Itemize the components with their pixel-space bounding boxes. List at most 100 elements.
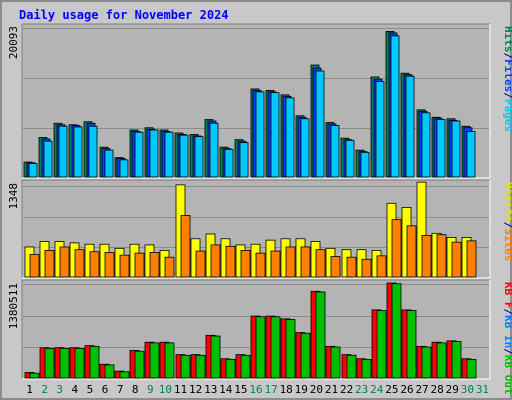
legend-entry: Files xyxy=(502,59,512,92)
bar-sites-day-18 xyxy=(285,246,296,278)
y-max-label-visits-sites: 1348 xyxy=(7,183,20,210)
bar-kb-out-day-29 xyxy=(451,341,462,379)
bar-pages-day-24 xyxy=(375,81,385,178)
bar-sites-day-11 xyxy=(180,215,191,278)
x-tick-day-9: 9 xyxy=(147,383,154,396)
x-tick-day-30: 30 xyxy=(461,383,474,396)
x-tick-day-23: 23 xyxy=(355,383,368,396)
bar-pages-day-11 xyxy=(179,134,189,178)
legend-entry: / xyxy=(502,92,512,99)
bar-sites-day-21 xyxy=(330,256,341,278)
x-tick-day-17: 17 xyxy=(264,383,277,396)
bar-kb-out-day-22 xyxy=(346,354,357,379)
legend-entry: Pages xyxy=(502,99,512,132)
bar-sites-day-17 xyxy=(270,250,281,278)
bar-sites-day-5 xyxy=(89,251,100,278)
x-tick-day-20: 20 xyxy=(310,383,323,396)
bar-kb-out-day-23 xyxy=(361,359,372,379)
bar-pages-day-3 xyxy=(58,125,68,178)
bar-pages-day-4 xyxy=(73,126,83,178)
bar-sites-day-10 xyxy=(164,256,175,278)
bar-pages-day-17 xyxy=(270,92,280,178)
bar-pages-day-8 xyxy=(134,131,144,178)
bar-visits-day-27 xyxy=(416,181,427,278)
chart-title: Daily usage for November 2024 xyxy=(19,8,229,22)
bar-pages-day-5 xyxy=(88,125,98,178)
bar-pages-day-7 xyxy=(119,159,129,178)
bar-sites-day-20 xyxy=(315,249,326,278)
bar-kb-out-day-27 xyxy=(421,346,432,379)
bar-kb-out-day-15 xyxy=(240,354,251,379)
x-tick-day-7: 7 xyxy=(117,383,124,396)
bar-pages-day-26 xyxy=(405,75,415,178)
bar-sites-day-26 xyxy=(406,225,417,278)
x-tick-day-28: 28 xyxy=(431,383,444,396)
bar-sites-day-7 xyxy=(119,254,130,278)
legend-entry: / xyxy=(502,53,512,60)
bar-pages-day-18 xyxy=(285,97,295,178)
bar-sites-day-12 xyxy=(195,250,206,278)
bar-sites-day-24 xyxy=(376,255,387,278)
bar-kb-out-day-24 xyxy=(376,310,387,379)
bar-sites-day-29 xyxy=(451,241,462,278)
x-tick-day-4: 4 xyxy=(72,383,79,396)
x-tick-day-16: 16 xyxy=(249,383,262,396)
legend-visits-sites: Visits/Sites xyxy=(502,182,512,262)
bar-sites-day-14 xyxy=(225,245,236,278)
legend-entry: KB F xyxy=(502,282,512,309)
bar-pages-day-28 xyxy=(436,119,446,178)
bar-pages-day-25 xyxy=(390,35,400,178)
bar-kb-out-day-25 xyxy=(391,283,402,379)
bar-sites-day-1 xyxy=(29,254,40,278)
x-tick-day-18: 18 xyxy=(280,383,293,396)
bar-pages-day-16 xyxy=(255,91,265,178)
bar-kb-out-day-6 xyxy=(104,364,115,379)
bar-kb-out-day-1 xyxy=(29,372,40,379)
x-tick-day-25: 25 xyxy=(385,383,398,396)
x-tick-day-22: 22 xyxy=(340,383,353,396)
bar-sites-day-8 xyxy=(134,252,145,278)
bar-kb-out-day-28 xyxy=(436,342,447,379)
x-tick-day-12: 12 xyxy=(189,383,202,396)
bar-pages-day-13 xyxy=(209,122,219,178)
bar-sites-day-9 xyxy=(149,252,160,278)
x-tick-day-29: 29 xyxy=(446,383,459,396)
legend-entry: / xyxy=(502,222,512,229)
bar-pages-day-29 xyxy=(451,120,461,178)
x-tick-day-10: 10 xyxy=(159,383,172,396)
bar-pages-day-19 xyxy=(300,118,310,178)
legend-entry: KB Out xyxy=(502,355,512,395)
bar-sites-day-4 xyxy=(74,249,85,278)
x-tick-day-21: 21 xyxy=(325,383,338,396)
legend-entry: Visits xyxy=(502,182,512,222)
bar-kb-out-day-16 xyxy=(255,316,266,379)
bar-kb-out-day-7 xyxy=(119,371,130,379)
bar-sites-day-28 xyxy=(436,234,447,278)
y-max-label-kbytes: 1380511 xyxy=(7,283,20,329)
x-tick-day-15: 15 xyxy=(234,383,247,396)
bar-kb-out-day-2 xyxy=(44,348,55,379)
bar-sites-day-13 xyxy=(210,244,221,278)
bar-pages-day-2 xyxy=(43,140,53,178)
legend-entry: KB In xyxy=(502,315,512,348)
bar-kb-out-day-3 xyxy=(59,348,70,379)
bar-pages-day-27 xyxy=(421,112,431,178)
bar-sites-day-27 xyxy=(421,234,432,278)
bar-sites-day-23 xyxy=(361,258,372,278)
x-tick-day-27: 27 xyxy=(415,383,428,396)
bar-pages-day-21 xyxy=(330,125,340,178)
x-tick-day-13: 13 xyxy=(204,383,217,396)
bar-sites-day-2 xyxy=(44,249,55,278)
bar-kb-out-day-13 xyxy=(210,335,221,379)
x-tick-day-6: 6 xyxy=(102,383,109,396)
bar-kb-out-day-21 xyxy=(330,346,341,379)
x-tick-day-31: 31 xyxy=(476,383,489,396)
x-tick-day-11: 11 xyxy=(174,383,187,396)
legend-hits-files-pages: Hits/Files/Pages xyxy=(502,26,512,132)
x-tick-day-8: 8 xyxy=(132,383,139,396)
bar-sites-day-6 xyxy=(104,252,115,278)
bar-pages-day-14 xyxy=(224,148,234,178)
bar-kb-out-day-11 xyxy=(180,354,191,379)
bar-kb-out-day-14 xyxy=(225,359,236,379)
